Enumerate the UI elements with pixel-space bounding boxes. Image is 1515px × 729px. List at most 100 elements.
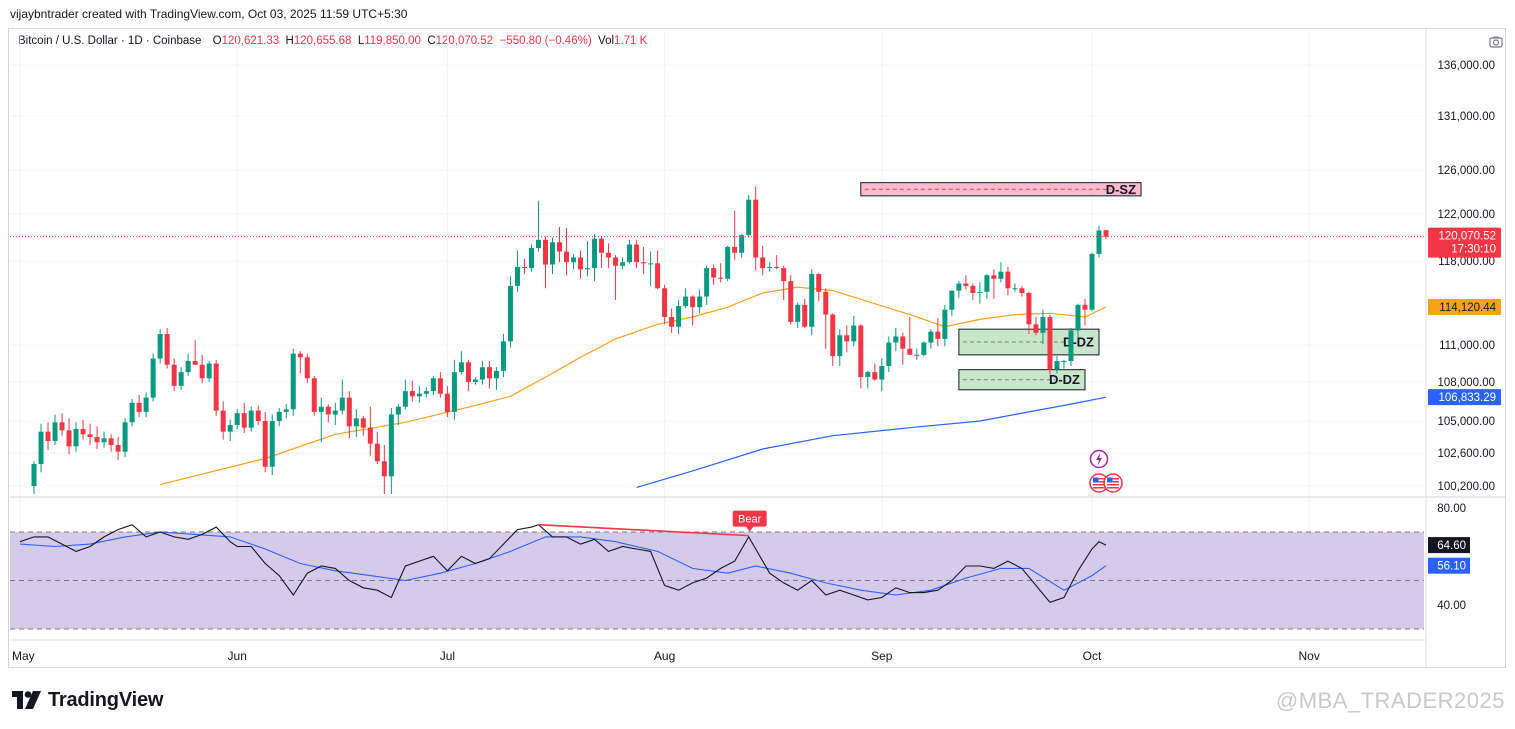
candle[interactable]	[627, 239, 633, 264]
candle[interactable]	[760, 245, 766, 276]
us-flag-event-icon[interactable]	[1089, 473, 1109, 493]
candle[interactable]	[991, 269, 997, 299]
candle[interactable]	[227, 419, 233, 441]
candle[interactable]	[837, 329, 843, 366]
candle[interactable]	[136, 395, 142, 418]
candle[interactable]	[844, 325, 850, 353]
ma-slow-line[interactable]	[636, 396, 1107, 488]
candle[interactable]	[1068, 327, 1074, 366]
candle[interactable]	[907, 316, 913, 355]
candle[interactable]	[31, 461, 37, 509]
candle[interactable]	[1082, 298, 1088, 326]
candle[interactable]	[970, 283, 976, 301]
candle[interactable]	[655, 250, 661, 290]
candle[interactable]	[318, 397, 324, 443]
candle[interactable]	[423, 387, 429, 398]
candle[interactable]	[977, 282, 983, 304]
candle[interactable]	[52, 414, 58, 446]
candle[interactable]	[122, 418, 128, 458]
rsi-value-badge[interactable]: 64.60	[1428, 537, 1470, 554]
candle[interactable]	[507, 276, 513, 348]
candle[interactable]	[500, 334, 506, 378]
candle[interactable]	[164, 327, 170, 369]
candle[interactable]	[199, 354, 205, 384]
candle[interactable]	[206, 361, 212, 382]
candle[interactable]	[732, 210, 738, 260]
snapshot-icon[interactable]	[1488, 34, 1504, 50]
candle[interactable]	[1033, 316, 1039, 336]
candle[interactable]	[304, 353, 310, 384]
rsi-ma-value-badge[interactable]: 56.10	[1428, 557, 1470, 574]
candle[interactable]	[648, 251, 654, 286]
candle[interactable]	[704, 265, 710, 305]
candle[interactable]	[514, 250, 520, 292]
candle[interactable]	[290, 348, 296, 416]
candle[interactable]	[94, 426, 100, 449]
candle[interactable]	[220, 401, 226, 440]
candle[interactable]	[746, 195, 752, 238]
candle[interactable]	[157, 329, 163, 364]
candle[interactable]	[269, 414, 275, 476]
candle[interactable]	[283, 404, 289, 419]
candle[interactable]	[914, 348, 920, 360]
candle[interactable]	[87, 423, 93, 445]
candle[interactable]	[59, 413, 65, 436]
candle[interactable]	[921, 341, 927, 357]
candle[interactable]	[669, 308, 675, 333]
candle[interactable]	[360, 415, 366, 436]
candle[interactable]	[521, 258, 527, 275]
candle[interactable]	[634, 239, 640, 269]
candle[interactable]	[493, 367, 499, 390]
candle[interactable]	[711, 264, 717, 285]
candle[interactable]	[171, 358, 177, 392]
candle[interactable]	[213, 359, 219, 416]
candle[interactable]	[185, 353, 191, 376]
candle[interactable]	[795, 302, 801, 328]
candle[interactable]	[942, 304, 948, 347]
bear-divergence-label[interactable]: Bear	[732, 510, 767, 532]
candle[interactable]	[1103, 229, 1109, 240]
rsi-ma-line[interactable]	[19, 531, 1107, 596]
candle[interactable]	[150, 353, 156, 402]
ma-fast-badge[interactable]: 114,120.44	[1428, 298, 1501, 315]
candle[interactable]	[1096, 225, 1102, 258]
candle[interactable]	[486, 361, 492, 389]
candle[interactable]	[774, 255, 780, 270]
candle[interactable]	[416, 385, 422, 403]
candle[interactable]	[1061, 359, 1067, 369]
us-flag-event-icon[interactable]	[1103, 473, 1123, 493]
candle[interactable]	[192, 340, 198, 365]
candle[interactable]	[234, 409, 240, 429]
candle[interactable]	[564, 228, 570, 276]
candle[interactable]	[80, 419, 86, 440]
candle[interactable]	[332, 402, 338, 425]
candle[interactable]	[739, 233, 745, 258]
candle[interactable]	[858, 324, 864, 389]
candle[interactable]	[73, 422, 79, 452]
candle[interactable]	[1012, 283, 1018, 292]
candle[interactable]	[1075, 303, 1081, 338]
candle[interactable]	[578, 250, 584, 279]
candle[interactable]	[802, 298, 808, 328]
candle[interactable]	[339, 379, 345, 415]
symbol-name[interactable]: Bitcoin / U.S. Dollar · 1D · Coinbase	[18, 35, 202, 47]
candle[interactable]	[949, 290, 955, 316]
candle[interactable]	[535, 200, 541, 252]
candle[interactable]	[809, 269, 815, 336]
candle[interactable]	[241, 402, 247, 433]
candle[interactable]	[900, 332, 906, 365]
candle[interactable]	[893, 327, 899, 352]
ma-slow-badge[interactable]: 106,833.29	[1428, 389, 1501, 406]
candle[interactable]	[935, 318, 941, 347]
candle[interactable]	[549, 237, 555, 275]
candle[interactable]	[45, 422, 51, 451]
candle[interactable]	[346, 391, 352, 439]
candle[interactable]	[767, 262, 773, 272]
candle[interactable]	[816, 272, 822, 302]
candle[interactable]	[437, 372, 443, 398]
candle[interactable]	[718, 263, 724, 283]
candle[interactable]	[984, 274, 990, 299]
candle[interactable]	[851, 315, 857, 347]
